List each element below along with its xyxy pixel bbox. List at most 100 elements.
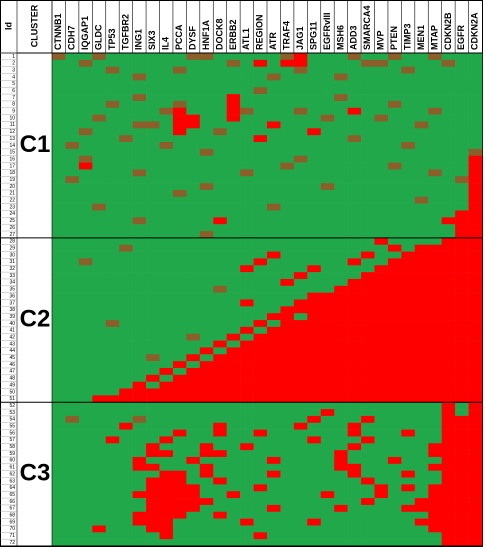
cell	[186, 251, 201, 259]
cell	[320, 278, 335, 287]
cell	[213, 354, 227, 362]
cell	[361, 456, 375, 465]
cell	[307, 121, 322, 129]
cell	[361, 135, 375, 143]
cell	[78, 169, 93, 177]
cell	[92, 244, 107, 252]
cell	[240, 320, 254, 328]
cell	[267, 477, 281, 485]
cell	[172, 107, 187, 115]
cell	[92, 251, 107, 259]
cell	[240, 354, 254, 362]
cell	[159, 107, 174, 115]
cell	[119, 251, 133, 259]
cell	[374, 53, 389, 61]
cell	[401, 313, 416, 321]
cell	[52, 333, 66, 341]
cell	[253, 80, 268, 88]
cell	[105, 388, 120, 396]
cell	[401, 463, 416, 471]
cell	[119, 429, 133, 437]
cell	[65, 237, 80, 246]
cell	[334, 395, 348, 403]
cell	[401, 415, 416, 424]
cell	[441, 539, 456, 547]
cell	[468, 244, 483, 252]
cell	[374, 148, 389, 157]
cell	[119, 142, 133, 150]
cell	[226, 176, 241, 184]
cell	[253, 59, 268, 67]
cell	[307, 210, 322, 218]
cell	[414, 251, 429, 259]
cell	[253, 135, 268, 143]
cell	[146, 183, 160, 191]
cell	[441, 409, 456, 417]
cell	[267, 237, 281, 246]
cell	[132, 354, 147, 362]
cell	[468, 162, 483, 170]
cell	[267, 80, 281, 88]
cell	[347, 217, 362, 225]
cell	[213, 231, 227, 239]
cell	[132, 340, 147, 348]
cell	[387, 237, 402, 246]
cell	[119, 183, 133, 191]
cell	[347, 114, 362, 122]
cell	[119, 100, 133, 109]
cell	[132, 224, 147, 232]
cell	[401, 231, 416, 239]
cell	[280, 402, 295, 410]
cell	[441, 73, 456, 81]
cell	[428, 347, 442, 355]
cell	[132, 511, 147, 519]
cell	[293, 313, 308, 321]
cell	[374, 347, 389, 355]
cell	[455, 326, 469, 335]
cell	[226, 189, 241, 198]
cell	[441, 265, 456, 273]
cell	[65, 306, 80, 314]
cell	[374, 66, 389, 74]
cell	[199, 422, 214, 430]
cell	[105, 278, 120, 287]
cell	[146, 422, 160, 430]
cell	[293, 504, 308, 513]
cell	[428, 114, 442, 122]
cell	[253, 518, 268, 526]
cell	[387, 299, 402, 307]
cell	[92, 94, 107, 102]
cell	[119, 347, 133, 355]
row-id: 10	[9, 115, 15, 121]
cell	[293, 450, 308, 458]
cell	[320, 94, 335, 102]
cell	[65, 265, 80, 273]
gene-label: TP53	[107, 28, 117, 50]
cell	[186, 114, 201, 122]
cell	[92, 340, 107, 348]
cell	[293, 320, 308, 328]
cell	[387, 196, 402, 204]
cell	[226, 224, 241, 232]
cell	[280, 436, 295, 444]
cell	[334, 299, 348, 307]
cell	[52, 292, 66, 300]
cell	[78, 258, 93, 266]
cell	[199, 59, 214, 67]
cell	[199, 374, 214, 382]
cell	[401, 299, 416, 307]
cell	[293, 224, 308, 232]
cell	[172, 395, 187, 403]
cell	[414, 456, 429, 465]
cell	[361, 511, 375, 519]
cell	[387, 326, 402, 335]
cell	[280, 525, 295, 533]
cell	[361, 203, 375, 211]
cell	[65, 107, 80, 115]
cell	[65, 142, 80, 150]
cell	[293, 114, 308, 122]
cell	[361, 258, 375, 266]
cell	[280, 326, 295, 335]
cell	[199, 518, 214, 526]
cell	[361, 470, 375, 478]
